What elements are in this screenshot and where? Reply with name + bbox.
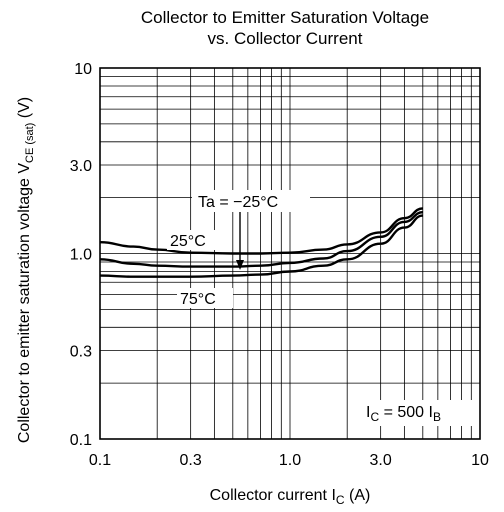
y-axis-label: Collector to emitter saturation voltage … [16,97,36,443]
chart-subtitle: vs. Collector Current [207,29,363,48]
label-75-bg [177,288,233,308]
series-line-0 [99,207,423,255]
y-tick-label: 0.1 [70,432,92,449]
y-tick-label: 3.0 [70,158,92,175]
x-tick-label: 0.1 [89,452,111,469]
label-25-bg [167,230,221,250]
label-25: 25°C [170,233,206,250]
condition-bg [362,400,478,426]
label-75: 75°C [180,291,216,308]
series-line-2 [99,214,423,278]
ta-label-bg [192,190,310,212]
condition-label: IC = 500 IB [366,404,441,424]
x-tick-label: 0.3 [180,452,202,469]
ta-label: Ta = −25°C [198,194,278,211]
y-tick-label: 10 [74,61,92,78]
plot-frame [99,67,481,440]
x-tick-label: 10 [471,452,489,469]
series-line-1 [99,211,423,268]
x-tick-label: 1.0 [279,452,301,469]
x-axis-label: Collector current IC (A) [210,487,371,507]
y-tick-labels: 10 3.0 1.0 0.3 0.1 [70,61,92,449]
x-tick-labels: 0.1 0.3 1.0 3.0 10 [89,452,489,469]
x-tick-label: 3.0 [370,452,392,469]
y-tick-label: 0.3 [70,343,92,360]
curves [99,207,423,278]
chart-title: Collector to Emitter Saturation Voltage [140,8,430,27]
ta-arrow-head [236,260,244,270]
y-tick-label: 1.0 [70,247,92,264]
